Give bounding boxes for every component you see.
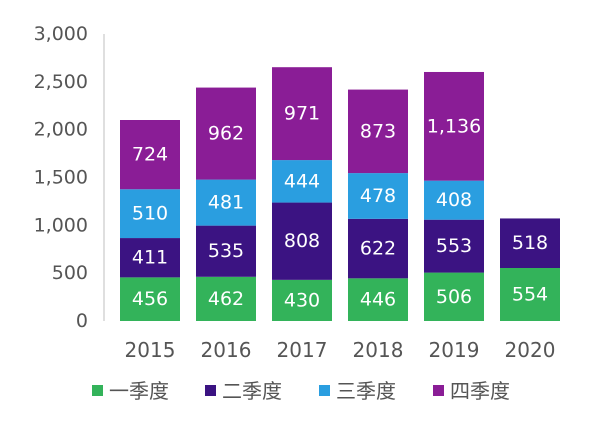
- x-axis-ticks: 2015 2016 2017 2018 2019 2020: [125, 338, 556, 362]
- data-label: 462: [208, 288, 244, 310]
- y-tick-label: 0: [76, 310, 88, 332]
- bar-segment: [120, 277, 180, 321]
- data-label: 430: [284, 289, 320, 311]
- y-tick-label: 1,000: [34, 214, 88, 236]
- bar-segment: [424, 71, 484, 181]
- legend-item: 二季度: [205, 379, 282, 403]
- bar-segment: [196, 276, 256, 321]
- bar-segment: [120, 238, 180, 278]
- legend-label: 四季度: [450, 379, 510, 403]
- data-label: 506: [436, 286, 472, 308]
- bar-segment: [272, 279, 332, 321]
- y-tick-label: 2,000: [34, 119, 88, 141]
- legend-swatch: [92, 385, 103, 396]
- bar-segment: [196, 87, 256, 180]
- x-tick-label: 2020: [505, 338, 556, 362]
- y-tick-label: 1,500: [34, 167, 88, 189]
- data-label: 971: [284, 103, 320, 125]
- y-tick-label: 3,000: [34, 23, 88, 45]
- data-label: 456: [132, 288, 168, 310]
- x-tick-label: 2015: [125, 338, 176, 362]
- bar-segment: [500, 218, 560, 269]
- bar-segment: [424, 180, 484, 220]
- bars: 456 411 510 724 462 535 481 962 430 808 444 971 446 6…: [120, 67, 560, 321]
- bar-segment: [120, 120, 180, 190]
- bar-segment: [272, 67, 332, 161]
- data-label: 873: [360, 120, 396, 142]
- data-label: 535: [208, 240, 244, 262]
- x-tick-label: 2018: [353, 338, 404, 362]
- bar-segment: [272, 160, 332, 203]
- data-label: 808: [284, 230, 320, 252]
- x-tick-label: 2017: [277, 338, 328, 362]
- data-label: 553: [436, 235, 472, 257]
- data-label: 554: [512, 284, 548, 306]
- legend-swatch: [319, 385, 330, 396]
- bar-segment: [348, 173, 408, 219]
- legend-label: 二季度: [222, 379, 282, 403]
- data-label: 411: [132, 247, 168, 269]
- data-label: 724: [132, 144, 168, 166]
- bar-segment: [272, 202, 332, 280]
- y-tick-label: 2,500: [34, 71, 88, 93]
- legend: 一季度 二季度 三季度 四季度: [92, 379, 510, 403]
- data-label: 518: [512, 232, 548, 254]
- legend-item: 三季度: [319, 379, 396, 403]
- legend-label: 一季度: [109, 379, 169, 403]
- data-label: 510: [132, 203, 168, 225]
- legend-swatch: [433, 385, 444, 396]
- legend-swatch: [205, 385, 216, 396]
- bar-segment: [348, 89, 408, 174]
- data-label: 622: [360, 238, 396, 260]
- data-label: 481: [208, 192, 244, 214]
- bar-segment: [500, 268, 560, 321]
- legend-label: 三季度: [336, 379, 396, 403]
- bar-segment: [196, 179, 256, 226]
- bar-segment: [196, 225, 256, 277]
- x-tick-label: 2016: [201, 338, 252, 362]
- y-tick-label: 500: [52, 262, 88, 284]
- x-tick-label: 2019: [429, 338, 480, 362]
- data-label: 478: [360, 185, 396, 207]
- data-label: 446: [360, 289, 396, 311]
- data-label: 408: [436, 189, 472, 211]
- data-label: 1,136: [427, 115, 481, 137]
- legend-item: 一季度: [92, 379, 169, 403]
- data-label: 962: [208, 123, 244, 145]
- bar-segment: [424, 219, 484, 273]
- bar-segment: [424, 272, 484, 321]
- legend-item: 四季度: [433, 379, 510, 403]
- y-axis-ticks: 0 500 1,000 1,500 2,000 2,500 3,000: [34, 23, 88, 332]
- data-label: 444: [284, 170, 320, 192]
- bar-segment: [348, 278, 408, 321]
- bar-segment: [348, 218, 408, 279]
- bar-segment: [120, 189, 180, 239]
